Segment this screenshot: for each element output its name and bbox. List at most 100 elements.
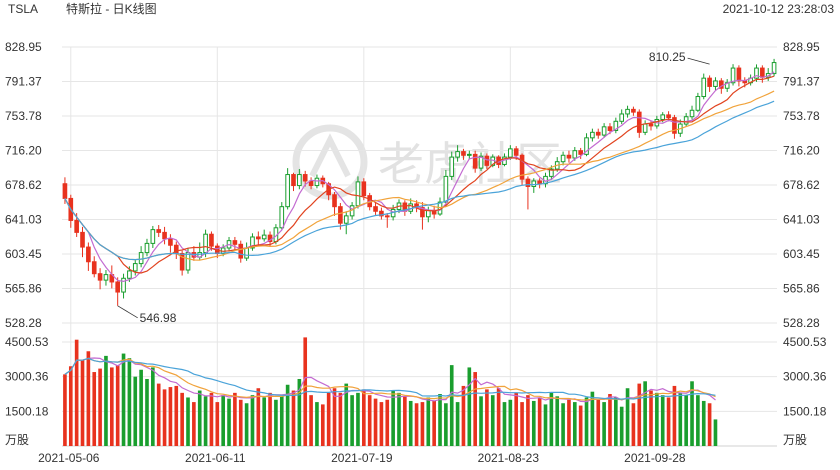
- candle-body: [203, 233, 208, 254]
- candle-body: [754, 67, 759, 79]
- volume-bar: [514, 392, 519, 446]
- candle-body: [62, 183, 68, 199]
- candle-body: [185, 252, 191, 271]
- candle-body: [261, 234, 267, 240]
- candle-body: [449, 156, 455, 177]
- volume-ma10-line: [64, 357, 716, 401]
- volume-bar: [602, 402, 606, 446]
- volume-bar: [192, 402, 196, 446]
- volume-bar: [614, 397, 618, 446]
- candle-body: [91, 261, 97, 275]
- candle-body: [256, 236, 261, 240]
- price-tick-label-left: 528.28: [5, 316, 42, 330]
- price-tick-label-left: 828.95: [5, 40, 42, 54]
- volume-bar: [86, 351, 91, 446]
- volume-bar: [473, 372, 477, 446]
- volume-bar: [596, 399, 601, 446]
- volume-bar: [244, 403, 249, 446]
- candle-body: [373, 206, 378, 212]
- candle-body: [132, 263, 138, 272]
- volume-bar: [555, 396, 560, 446]
- candle-body: [461, 151, 466, 156]
- volume-bar: [197, 390, 202, 446]
- volume-bar: [426, 397, 431, 446]
- volume-bar: [649, 390, 653, 446]
- volume-bar: [168, 387, 173, 446]
- candle-body: [232, 240, 238, 245]
- volume-bar: [156, 383, 161, 446]
- volume-bar: [203, 396, 208, 446]
- price-annotations: 810.25 546.98: [117, 50, 710, 325]
- candle-body: [74, 219, 79, 233]
- date-tick-label: 2021-07-19: [331, 451, 393, 465]
- volume-tick-label-left: 4500.53: [5, 335, 49, 349]
- price-tick-label-left: 753.78: [5, 109, 42, 123]
- volume-bar: [678, 392, 683, 446]
- volume-bar: [707, 403, 712, 446]
- candle-body: [689, 109, 695, 118]
- date-tick-label: 2021-08-23: [478, 451, 540, 465]
- candle-body: [666, 114, 671, 119]
- volume-bar: [74, 339, 79, 446]
- volume-bar: [508, 399, 513, 446]
- volume-bar: [561, 403, 565, 446]
- volume-bar: [397, 392, 401, 446]
- candle-body: [660, 114, 666, 120]
- volume-bar: [420, 402, 425, 446]
- candle-body: [478, 155, 484, 169]
- volume-bar: [186, 397, 190, 446]
- candle-body: [338, 206, 343, 224]
- volume-bar: [403, 396, 407, 446]
- volume-bar: [502, 402, 507, 446]
- volume-bar: [274, 399, 278, 446]
- candle-body: [291, 174, 296, 187]
- volume-bar: [631, 403, 636, 446]
- volume-bar: [180, 392, 184, 446]
- candle-body: [332, 194, 337, 208]
- price-axis: 828.95 828.95 791.37 791.37 753.78 753.78 716.…: [5, 40, 820, 330]
- candle-body: [144, 242, 150, 254]
- volume-tick-label-right: 3000.36: [783, 370, 827, 384]
- volume-bar: [63, 374, 67, 446]
- candle-body: [297, 174, 302, 187]
- volume-bar: [666, 397, 671, 446]
- volume-bar: [379, 402, 384, 446]
- volume-bar: [713, 419, 718, 446]
- volume-unit-label-right: 万股: [783, 433, 807, 447]
- volume-bar: [297, 378, 302, 446]
- candle-body: [244, 247, 249, 259]
- candle-body: [121, 277, 126, 293]
- volume-bar: [115, 365, 120, 446]
- price-tick-label-left: 641.03: [5, 213, 42, 227]
- candle-body: [531, 180, 537, 187]
- price-tick-label-left: 716.20: [5, 144, 42, 158]
- candle-body: [578, 150, 583, 155]
- volume-bar: [584, 397, 589, 446]
- candle-body: [466, 153, 472, 156]
- volume-tick-label-right: 4500.53: [783, 335, 827, 349]
- volume-bar: [520, 402, 524, 446]
- volume-bar: [315, 402, 319, 446]
- volume-bar: [362, 389, 366, 446]
- candle-body: [127, 270, 132, 279]
- volume-bar: [567, 399, 571, 446]
- volume-bar: [660, 395, 665, 446]
- volume-bar: [326, 392, 331, 446]
- volume-bar: [438, 394, 442, 446]
- candle-body: [455, 151, 460, 158]
- candle-body: [80, 231, 85, 248]
- candle-body: [343, 215, 349, 224]
- price-tick-label-left: 791.37: [5, 75, 42, 89]
- date-axis: 2021-05-06 2021-06-11 2021-07-19 2021-08-23…: [38, 451, 686, 465]
- volume-bar: [350, 395, 354, 446]
- price-ma30-line: [64, 100, 775, 261]
- price-ma10-line: [64, 75, 775, 274]
- candle-body: [97, 273, 103, 281]
- candle-body: [238, 243, 244, 259]
- volume-bar: [250, 395, 255, 446]
- volume-axis: 4500.53 4500.53 3000.36 3000.36 1500.18 1500.…: [5, 335, 827, 447]
- volume-bar: [285, 384, 290, 446]
- candle-body: [707, 77, 712, 87]
- timestamp: 2021-10-12 23:28:03: [723, 2, 835, 16]
